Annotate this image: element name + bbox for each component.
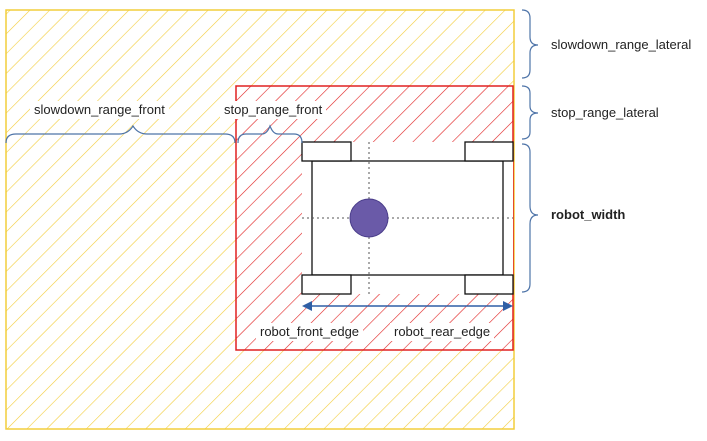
label-slowdown-range-front: slowdown_range_front — [30, 101, 169, 119]
wheel-bottom-left — [301, 274, 352, 295]
label-slowdown-range-lateral: slowdown_range_lateral — [551, 37, 692, 52]
brace-stop-front — [237, 124, 303, 144]
label-stop-range-front: stop_range_front — [220, 101, 327, 119]
wheel-top-right — [464, 141, 514, 162]
label-robot-front-edge: robot_front_edge — [256, 323, 364, 341]
label-robot-rear-edge: robot_rear_edge — [390, 323, 495, 341]
label-robot-width: robot_width — [551, 207, 626, 222]
wheel-top-left — [301, 141, 352, 162]
wheel-bottom-right — [464, 274, 514, 295]
brace-slowdown-front — [5, 124, 236, 144]
arrow-head-left — [302, 301, 312, 311]
robot-center-dot — [349, 198, 389, 238]
brace-slowdown-lateral — [521, 9, 539, 79]
arrow-head-right — [503, 301, 513, 311]
label-stop-range-lateral: stop_range_lateral — [551, 105, 659, 120]
brace-stop-lateral — [521, 85, 539, 140]
brace-robot-width — [521, 143, 539, 293]
